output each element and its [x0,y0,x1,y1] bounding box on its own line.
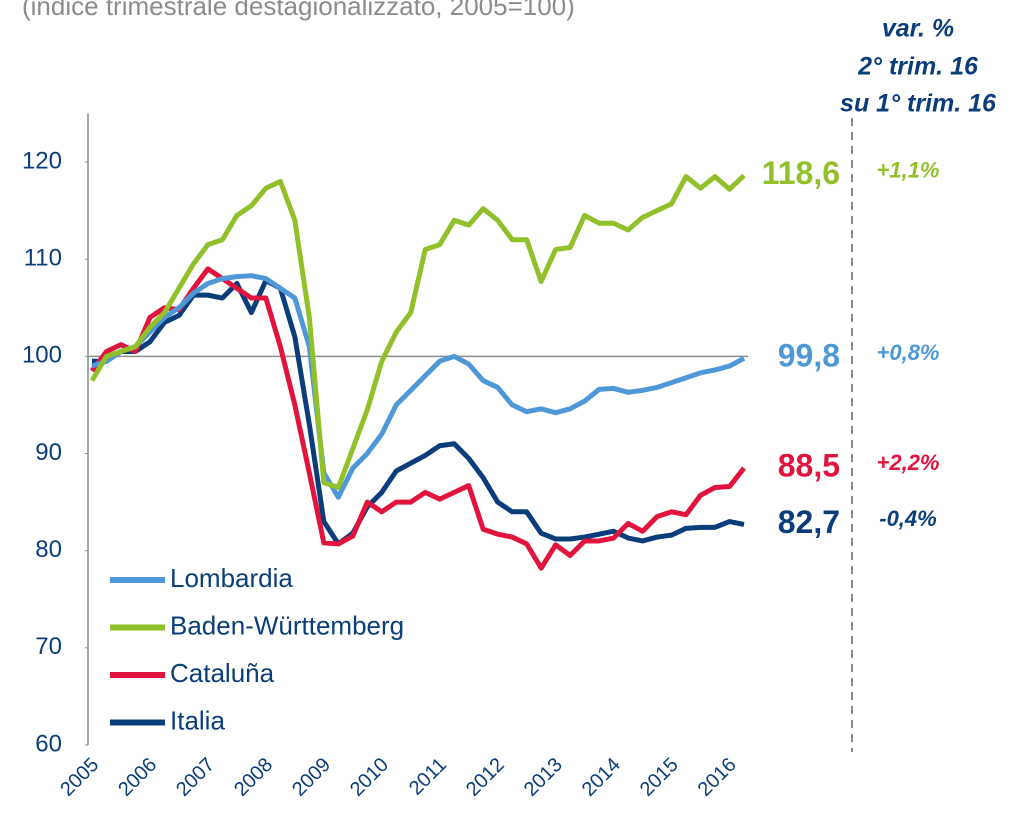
x-tick-label: 2005 [56,754,103,801]
y-tick-label: 60 [35,730,62,757]
x-tick-label: 2010 [346,754,393,801]
change-label: +2,2% [877,450,940,475]
x-tick-label: 2013 [520,754,567,801]
y-tick-label: 120 [22,147,62,174]
x-tick-label: 2014 [578,754,625,801]
x-tick-label: 2007 [172,754,219,801]
x-tick-label: 2011 [405,754,451,800]
series-line [91,273,746,500]
legend-label: Lombardia [170,563,293,593]
end-label: 118,6 [762,155,840,191]
end-label: 88,5 [778,448,840,484]
legend-label: Baden-Württemberg [170,610,404,640]
x-tick-label: 2006 [114,754,161,801]
series-line [89,266,746,571]
header-line: su 1° trim. 16 [840,90,997,118]
end-label: 82,7 [778,504,840,540]
x-tick-label: 2012 [462,754,509,801]
legend-label: Cataluña [170,658,275,688]
y-tick-label: 90 [35,439,62,466]
end-label: 99,8 [778,338,840,374]
y-tick-label: 110 [24,245,62,272]
header-line: 2° trim. 16 [857,53,979,81]
change-header: var. % 2° trim. 16 su 1° trim. 16 [840,15,997,118]
series-line [89,173,746,491]
y-tick-label: 100 [22,342,62,369]
change-label: +0,8% [877,340,940,365]
y-tick-label: 80 [35,536,62,563]
change-label: +1,1% [877,157,940,182]
x-tick-label: 2008 [230,754,277,801]
legend-label: Italia [170,705,225,735]
y-tick-label: 70 [35,633,62,660]
x-tick-label: 2009 [288,754,335,801]
x-tick-label: 2015 [636,754,683,801]
header-line: var. % [882,15,954,43]
chart-subtitle: (indice trimestrale destagionalizzato, 2… [22,0,575,21]
series-line [92,278,745,547]
change-label: -0,4% [879,506,936,531]
x-tick-label: 2016 [694,754,741,801]
